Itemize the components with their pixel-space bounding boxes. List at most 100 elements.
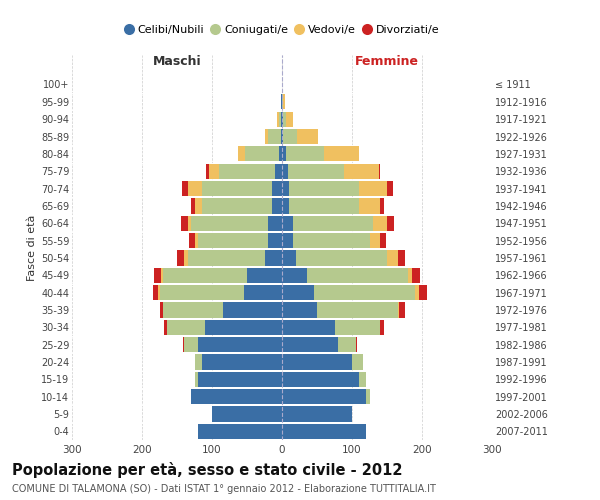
Bar: [387, 181, 392, 196]
Bar: [182, 181, 187, 196]
Bar: [282, 181, 289, 196]
Bar: [289, 198, 359, 214]
Bar: [152, 285, 158, 300]
Bar: [198, 372, 282, 387]
Bar: [202, 354, 282, 370]
Bar: [317, 302, 398, 318]
Bar: [282, 250, 296, 266]
Bar: [387, 216, 394, 231]
Text: Femmine: Femmine: [355, 54, 419, 68]
Bar: [282, 198, 289, 214]
Bar: [223, 302, 282, 318]
Bar: [412, 268, 420, 283]
Bar: [380, 320, 383, 335]
Bar: [161, 268, 163, 283]
Y-axis label: Fasce di età: Fasce di età: [26, 214, 37, 280]
Bar: [194, 233, 198, 248]
Bar: [206, 164, 209, 179]
Bar: [278, 112, 281, 127]
Bar: [338, 337, 355, 352]
Bar: [286, 112, 293, 127]
Bar: [282, 268, 307, 283]
Bar: [296, 250, 387, 266]
Bar: [209, 164, 219, 179]
Bar: [212, 406, 282, 422]
Bar: [198, 233, 268, 248]
Bar: [398, 250, 404, 266]
Bar: [282, 285, 314, 300]
Bar: [289, 181, 359, 196]
Bar: [198, 424, 282, 439]
Bar: [198, 337, 282, 352]
Bar: [419, 285, 427, 300]
Bar: [163, 268, 247, 283]
Bar: [184, 337, 198, 352]
Bar: [187, 250, 265, 266]
Bar: [314, 285, 415, 300]
Bar: [283, 129, 298, 144]
Bar: [282, 112, 283, 127]
Bar: [238, 146, 245, 162]
Bar: [293, 233, 370, 248]
Bar: [271, 181, 282, 196]
Bar: [283, 112, 286, 127]
Bar: [281, 129, 282, 144]
Text: Maschi: Maschi: [152, 54, 202, 68]
Bar: [184, 250, 187, 266]
Bar: [415, 285, 419, 300]
Bar: [355, 337, 357, 352]
Bar: [277, 112, 278, 127]
Bar: [268, 129, 281, 144]
Bar: [398, 302, 399, 318]
Bar: [282, 94, 283, 110]
Bar: [163, 302, 223, 318]
Bar: [265, 129, 268, 144]
Bar: [370, 233, 380, 248]
Bar: [352, 354, 362, 370]
Bar: [399, 302, 404, 318]
Bar: [282, 320, 335, 335]
Bar: [366, 389, 370, 404]
Bar: [282, 372, 359, 387]
Bar: [282, 216, 293, 231]
Bar: [282, 354, 352, 370]
Bar: [191, 389, 282, 404]
Bar: [282, 129, 283, 144]
Bar: [181, 216, 187, 231]
Bar: [359, 181, 387, 196]
Bar: [187, 216, 191, 231]
Bar: [247, 268, 282, 283]
Bar: [219, 164, 275, 179]
Legend: Celibi/Nubili, Coniugati/e, Vedovi/e, Divorziati/e: Celibi/Nubili, Coniugati/e, Vedovi/e, Di…: [120, 20, 444, 40]
Bar: [307, 268, 408, 283]
Bar: [282, 406, 352, 422]
Bar: [202, 198, 271, 214]
Bar: [275, 164, 282, 179]
Bar: [282, 146, 286, 162]
Bar: [283, 94, 285, 110]
Bar: [160, 302, 163, 318]
Bar: [187, 181, 202, 196]
Bar: [160, 285, 244, 300]
Bar: [167, 320, 205, 335]
Bar: [379, 164, 380, 179]
Bar: [265, 250, 282, 266]
Bar: [177, 250, 184, 266]
Bar: [282, 302, 317, 318]
Bar: [282, 389, 366, 404]
Bar: [359, 372, 366, 387]
Bar: [281, 112, 282, 127]
Bar: [194, 198, 202, 214]
Bar: [287, 164, 344, 179]
Bar: [191, 216, 268, 231]
Bar: [373, 216, 387, 231]
Bar: [380, 198, 383, 214]
Bar: [282, 337, 338, 352]
Bar: [245, 146, 278, 162]
Text: Popolazione per età, sesso e stato civile - 2012: Popolazione per età, sesso e stato civil…: [12, 462, 403, 477]
Bar: [191, 198, 194, 214]
Bar: [182, 337, 184, 352]
Bar: [154, 268, 161, 283]
Bar: [387, 250, 398, 266]
Bar: [189, 233, 194, 248]
